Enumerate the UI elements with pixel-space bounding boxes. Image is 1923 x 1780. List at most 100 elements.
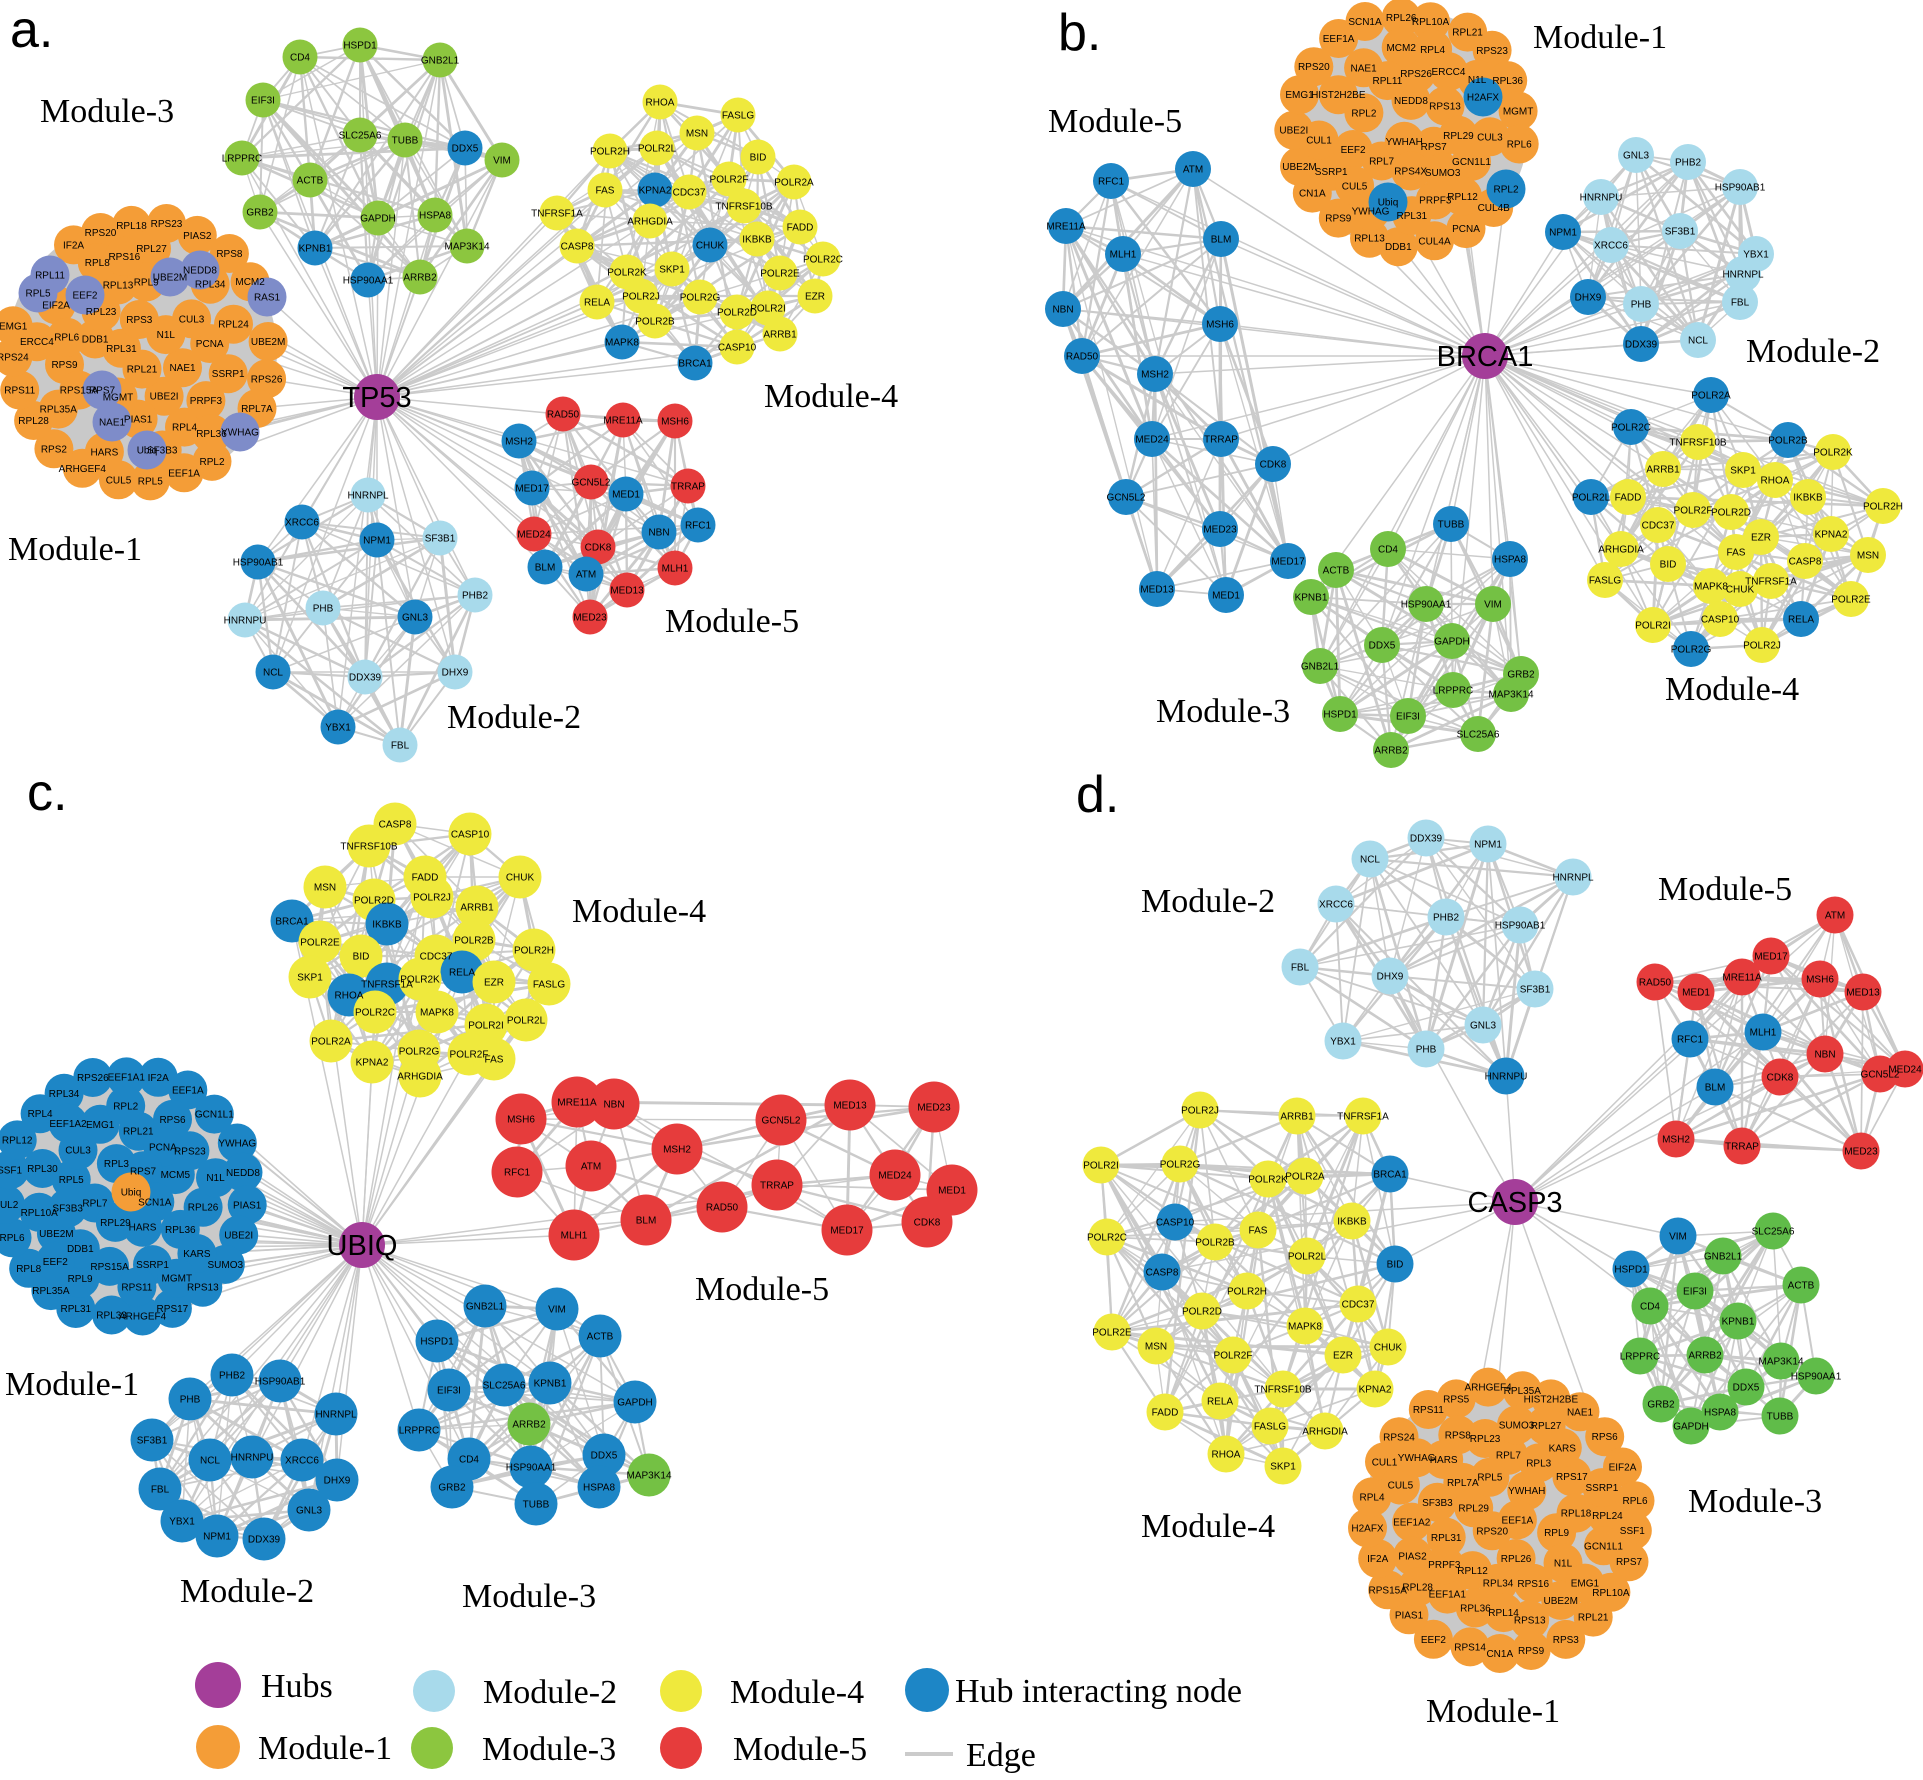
svg-text:CD4: CD4 [1640, 1302, 1660, 1313]
svg-text:ARRB1: ARRB1 [460, 903, 494, 914]
svg-text:ARHGDIA: ARHGDIA [1598, 545, 1644, 556]
svg-text:FADD: FADD [1152, 1408, 1179, 1419]
svg-text:HNRNPL: HNRNPL [347, 491, 389, 502]
svg-text:GNL3: GNL3 [1470, 1021, 1497, 1032]
svg-text:CDC37: CDC37 [420, 952, 453, 963]
svg-text:TRRAP: TRRAP [760, 1181, 794, 1192]
svg-text:POLR2C: POLR2C [355, 1008, 395, 1019]
svg-text:RPS16: RPS16 [108, 252, 140, 263]
svg-text:GNL3: GNL3 [402, 613, 429, 624]
svg-text:BRCA1: BRCA1 [678, 359, 712, 370]
svg-text:PIAS1: PIAS1 [1395, 1610, 1424, 1621]
svg-text:CHUK: CHUK [1374, 1343, 1403, 1354]
svg-text:ARRB2: ARRB2 [1374, 746, 1408, 757]
svg-text:SF3B1: SF3B1 [425, 534, 456, 545]
svg-text:UBE2M: UBE2M [251, 337, 285, 348]
svg-text:POLR2C: POLR2C [1611, 423, 1651, 434]
svg-text:RPL3: RPL3 [104, 1159, 129, 1170]
svg-text:RPL11: RPL11 [1372, 76, 1402, 87]
svg-text:POLR2G: POLR2G [399, 1047, 440, 1058]
svg-text:RPL31: RPL31 [1431, 1533, 1462, 1544]
svg-text:SKP1: SKP1 [1270, 1462, 1296, 1473]
svg-text:Module-3: Module-3 [482, 1731, 616, 1768]
svg-text:RPL2: RPL2 [1351, 108, 1376, 119]
svg-text:HIST2H2BE: HIST2H2BE [1311, 90, 1366, 101]
svg-text:EMG1: EMG1 [86, 1120, 115, 1131]
svg-text:VIM: VIM [1484, 600, 1502, 611]
svg-text:MED17: MED17 [1271, 557, 1305, 568]
svg-text:SUMO3: SUMO3 [1499, 1421, 1535, 1432]
svg-text:Module-4: Module-4 [1665, 671, 1799, 708]
svg-text:PIAS1: PIAS1 [124, 415, 153, 426]
svg-text:MAPK8: MAPK8 [420, 1008, 454, 1019]
svg-text:POLR2H: POLR2H [514, 946, 554, 957]
svg-text:CUL2: CUL2 [0, 1200, 19, 1211]
svg-text:POLR2L: POLR2L [1288, 1252, 1327, 1263]
svg-text:MED24: MED24 [517, 530, 551, 541]
svg-text:RPL12: RPL12 [2, 1135, 33, 1146]
svg-text:PIAS2: PIAS2 [1398, 1552, 1427, 1563]
svg-text:Module-3: Module-3 [1688, 1483, 1822, 1520]
svg-text:Module-1: Module-1 [1533, 19, 1667, 56]
svg-text:b.: b. [1058, 4, 1101, 62]
svg-text:GAPDH: GAPDH [1673, 1422, 1709, 1433]
svg-text:POLR2K: POLR2K [607, 268, 647, 279]
svg-text:YWHAH: YWHAH [1508, 1486, 1545, 1497]
svg-text:POLR2B: POLR2B [454, 936, 494, 947]
svg-text:RPL36: RPL36 [165, 1225, 196, 1236]
svg-text:RPS14: RPS14 [1454, 1642, 1486, 1653]
svg-text:EEF1A1: EEF1A1 [108, 1072, 146, 1083]
svg-text:Module-2: Module-2 [483, 1674, 617, 1711]
svg-text:HSP90AB1: HSP90AB1 [1495, 921, 1546, 932]
svg-text:DDX5: DDX5 [452, 144, 479, 155]
svg-text:SSF1: SSF1 [0, 1165, 23, 1176]
svg-text:Module-5: Module-5 [1658, 871, 1792, 908]
svg-text:RPS3: RPS3 [1553, 1635, 1580, 1646]
svg-text:MED17: MED17 [515, 484, 549, 495]
svg-text:NBN: NBN [648, 528, 669, 539]
svg-text:ACTB: ACTB [1323, 566, 1350, 577]
svg-text:CUL3: CUL3 [1477, 132, 1503, 143]
svg-text:Module-2: Module-2 [180, 1573, 314, 1610]
svg-text:FASLG: FASLG [722, 111, 754, 122]
svg-text:Edge: Edge [966, 1737, 1036, 1774]
svg-text:RPL6: RPL6 [54, 333, 79, 344]
svg-text:RPL2: RPL2 [199, 457, 224, 468]
svg-text:FBL: FBL [1731, 298, 1750, 309]
svg-text:RPL36: RPL36 [1460, 1604, 1491, 1615]
svg-text:ARHGDIA: ARHGDIA [627, 217, 673, 228]
svg-text:Module-5: Module-5 [695, 1271, 829, 1308]
svg-text:CUL4B: CUL4B [1478, 203, 1511, 214]
svg-text:DDX5: DDX5 [591, 1451, 618, 1462]
svg-text:GNB2L1: GNB2L1 [466, 1302, 505, 1313]
svg-text:BRCA1: BRCA1 [1437, 341, 1534, 373]
svg-text:RPL5: RPL5 [138, 476, 163, 487]
svg-text:RPL26: RPL26 [188, 1203, 219, 1214]
svg-text:CASP10: CASP10 [1156, 1218, 1195, 1229]
svg-text:FAS: FAS [1727, 548, 1746, 559]
svg-text:HSP90AA1: HSP90AA1 [506, 1463, 557, 1474]
svg-text:NPM1: NPM1 [363, 536, 391, 547]
svg-text:RPS4X: RPS4X [1394, 167, 1427, 178]
svg-text:FAS: FAS [485, 1055, 504, 1066]
svg-text:TRRAP: TRRAP [1725, 1142, 1759, 1153]
svg-text:UBE2M: UBE2M [153, 273, 187, 284]
svg-text:RFC1: RFC1 [1098, 177, 1125, 188]
svg-text:RPL27: RPL27 [1531, 1421, 1562, 1432]
svg-text:RPS11: RPS11 [1413, 1405, 1444, 1416]
svg-text:EEF2: EEF2 [72, 291, 97, 302]
svg-text:Module-5: Module-5 [665, 603, 799, 640]
svg-text:RPL21: RPL21 [1578, 1613, 1609, 1624]
svg-text:RPL2: RPL2 [113, 1101, 138, 1112]
svg-text:SCN1A: SCN1A [138, 1198, 172, 1209]
svg-text:POLR2E: POLR2E [1092, 1328, 1132, 1339]
svg-text:UBE2M: UBE2M [1282, 162, 1316, 173]
svg-text:RHOA: RHOA [1761, 476, 1790, 487]
svg-text:YWHAG: YWHAG [218, 1139, 256, 1150]
svg-text:RPS17: RPS17 [1556, 1472, 1588, 1483]
svg-text:FBL: FBL [391, 741, 410, 752]
svg-text:PHB: PHB [1416, 1045, 1437, 1056]
svg-text:EZR: EZR [1751, 533, 1771, 544]
svg-text:RAD50: RAD50 [1066, 352, 1099, 363]
svg-text:POLR2J: POLR2J [622, 292, 660, 303]
